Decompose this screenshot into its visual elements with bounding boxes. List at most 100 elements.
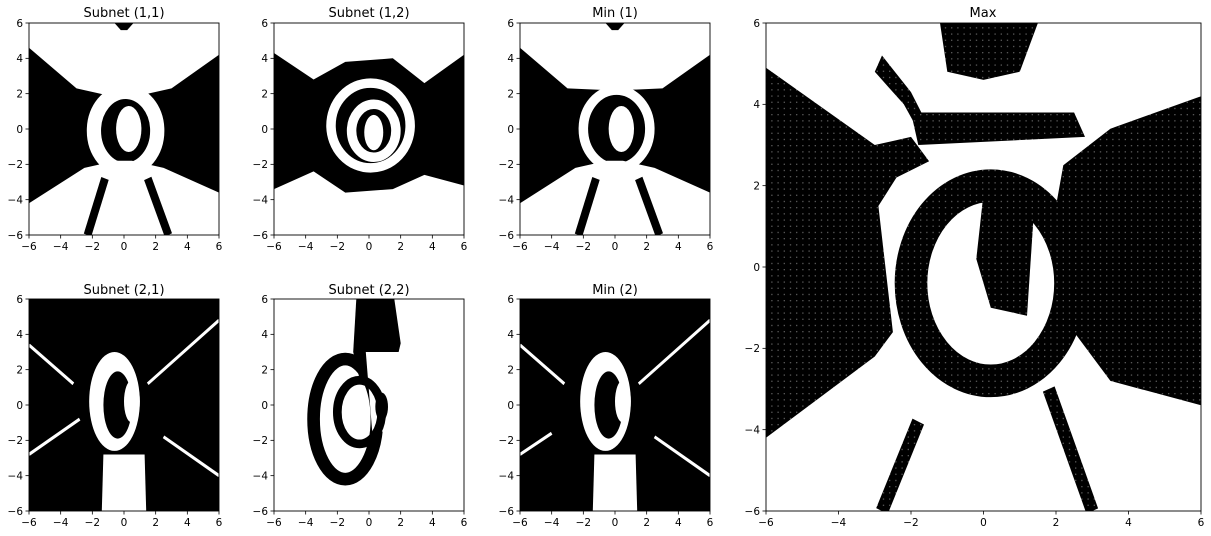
x-tick-label: −4 (53, 241, 69, 253)
y-tick-label: −2 (499, 159, 514, 171)
region-class-0 (605, 23, 625, 31)
y-tick-label: 6 (16, 294, 23, 306)
y-tick-label: 0 (261, 400, 268, 412)
x-tick-label: 4 (429, 517, 436, 529)
region-class-0 (114, 23, 134, 31)
y-tick-label: −6 (8, 230, 24, 242)
decision-map (520, 299, 710, 511)
region-class-1 (578, 85, 655, 173)
x-tick-label: 4 (184, 241, 191, 253)
plot-area (29, 23, 219, 235)
panel-subnet-2-2: Subnet (2,2) −6 −4 −2 0 2 4 6 −6 −4 −2 0 2 4 6 (253, 283, 468, 529)
x-tick-label: 6 (216, 517, 223, 529)
x-tick-label: 0 (612, 517, 619, 529)
region-class-0 (594, 371, 623, 439)
x-tick-label: 2 (643, 517, 650, 529)
scatter-points (766, 23, 1201, 511)
region-class-0 (635, 176, 663, 235)
x-tick-label: −4 (53, 517, 69, 529)
decision-map (307, 299, 409, 486)
region-class-0 (103, 371, 132, 439)
x-tick-label: −6 (266, 241, 282, 253)
x-tick-label: 0 (612, 241, 619, 253)
panel-title: Subnet (1,2) (328, 6, 409, 21)
y-tick-label: 2 (753, 180, 760, 192)
x-tick-label: −2 (330, 517, 345, 529)
y-tick-label: 6 (507, 18, 514, 30)
region-class-1 (364, 114, 384, 151)
panel-subnet-2-1: Subnet (2,1) −6 −4 −2 0 2 4 6 −6 −4 −2 0 2 4 6 (8, 283, 223, 529)
x-tick-label: −6 (758, 517, 774, 529)
region-class-0 (375, 392, 388, 421)
y-tick-label: 0 (261, 124, 268, 136)
y-tick-label: −4 (499, 194, 515, 206)
region-class-1 (101, 454, 147, 511)
region-class-1 (116, 106, 142, 152)
x-tick-label: −6 (21, 517, 37, 529)
region-class-1 (29, 417, 81, 456)
y-tick-label: −2 (8, 435, 23, 447)
plot-area (520, 23, 710, 235)
region-class-1 (653, 435, 710, 477)
x-tick-label: 2 (152, 241, 159, 253)
panel-min-2: Min (2) −6 −4 −2 0 2 4 6 −6 −4 −2 0 2 4 6 (499, 283, 714, 529)
panel-title: Max (970, 6, 997, 21)
y-tick-label: 6 (507, 294, 514, 306)
y-tick-label: 2 (507, 88, 514, 100)
x-tick-label: −2 (85, 241, 100, 253)
region-class-1 (86, 84, 165, 177)
x-tick-label: 6 (216, 241, 223, 253)
x-tick-label: 0 (121, 241, 128, 253)
y-tick-label: −2 (745, 343, 760, 355)
panel-title: Min (2) (592, 283, 638, 298)
y-tick-label: −4 (8, 194, 24, 206)
plot-area (274, 299, 464, 511)
y-tick-label: −6 (745, 506, 761, 518)
x-tick-label: 6 (707, 241, 714, 253)
y-tick-label: 0 (16, 400, 23, 412)
y-tick-label: 6 (261, 18, 268, 30)
plot-area (766, 23, 1201, 511)
panel-title: Min (1) (592, 6, 638, 21)
region-class-1 (615, 380, 631, 423)
x-tick-label: −4 (298, 517, 314, 529)
region-class-1 (559, 29, 601, 81)
x-tick-label: −2 (576, 241, 591, 253)
y-tick-label: 4 (16, 53, 23, 65)
plot-area (520, 299, 710, 511)
region-class-1 (520, 343, 566, 386)
panel-max: Max −6 −4 −2 0 2 4 6 −6 −4 −2 0 2 4 6 (745, 6, 1205, 529)
y-tick-label: 2 (261, 88, 268, 100)
x-tick-label: 4 (1125, 517, 1132, 529)
x-tick-label: 2 (397, 241, 404, 253)
x-tick-label: −6 (512, 241, 528, 253)
region-class-1 (592, 454, 638, 511)
x-tick-label: 2 (643, 241, 650, 253)
x-tick-label: 6 (707, 517, 714, 529)
region-class-1 (520, 431, 553, 456)
y-tick-label: 6 (16, 18, 23, 30)
x-tick-label: 6 (1198, 517, 1205, 529)
region-class-1 (637, 319, 710, 385)
y-tick-label: −4 (253, 470, 269, 482)
region-class-1 (29, 343, 75, 386)
x-tick-label: −4 (298, 241, 314, 253)
plot-area (274, 23, 464, 235)
x-tick-label: 0 (366, 241, 373, 253)
region-class-0 (83, 177, 109, 235)
y-tick-label: 4 (261, 53, 268, 65)
panel-min-1: Min (1) −6 −4 −2 0 2 4 6 −6 −4 −2 0 2 4 6 (499, 6, 714, 253)
y-tick-label: 4 (507, 53, 514, 65)
x-tick-label: 6 (461, 241, 468, 253)
x-tick-label: 4 (675, 241, 682, 253)
y-tick-label: 2 (16, 88, 23, 100)
y-tick-label: −4 (745, 424, 761, 436)
y-tick-label: −6 (499, 230, 515, 242)
y-tick-label: 4 (753, 99, 760, 111)
y-tick-label: −2 (499, 435, 514, 447)
panel-subnet-1-1: Subnet (1,1) −6 −4 −2 0 2 4 6 −6 −4 −2 0 2 4 6 (8, 6, 223, 253)
panel-title: Subnet (2,2) (328, 283, 409, 298)
plot-area (29, 299, 219, 511)
x-tick-label: −2 (330, 241, 345, 253)
